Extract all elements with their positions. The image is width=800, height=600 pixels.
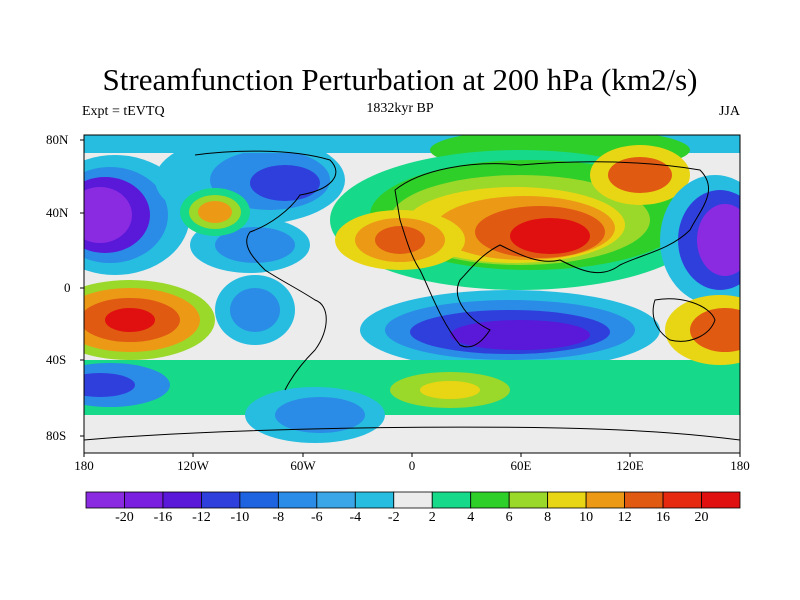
experiment-label: Expt = tEVTQ <box>82 104 165 119</box>
colorbar-label: -2 <box>387 510 400 525</box>
colorbar-swatch <box>354 491 395 509</box>
colorbar-swatch <box>201 491 241 509</box>
lon-tick-label: 120W <box>177 458 209 473</box>
contour-region <box>690 308 740 352</box>
colorbar-label: -6 <box>310 510 323 525</box>
lat-tick-label: 40N <box>46 205 69 220</box>
contour-region <box>198 201 232 223</box>
colorbar-swatch <box>624 491 664 509</box>
colorbar-label: 10 <box>579 510 594 525</box>
colorbar-swatch <box>124 491 164 509</box>
colorbar-label: -8 <box>272 510 285 525</box>
contour-region <box>215 227 295 263</box>
australia-coastline <box>652 298 716 342</box>
lon-tick-label: 120E <box>616 458 644 473</box>
colorbar-label: 12 <box>617 510 632 525</box>
lon-tick-label: 180 <box>730 458 750 473</box>
colorbar-label: -16 <box>153 510 173 525</box>
colorbar-swatch <box>701 491 741 509</box>
colorbar-label: -4 <box>349 510 362 525</box>
lat-tick-label: 80N <box>46 132 69 147</box>
lon-tick-label: 180 <box>74 458 94 473</box>
colorbar-swatch <box>393 491 433 509</box>
lon-tick-label: 0 <box>408 458 416 473</box>
season-label: JJA <box>718 104 740 119</box>
contour-region <box>275 397 365 433</box>
colorbar-label: 6 <box>505 510 513 525</box>
colorbar-label: 8 <box>544 510 552 525</box>
eurasia-africa-coastline <box>394 161 710 348</box>
contour-region <box>105 308 155 332</box>
colorbar-swatch <box>547 491 587 509</box>
colorbar-swatch <box>431 491 472 509</box>
contour-field <box>84 135 740 453</box>
colorbar-swatch <box>585 491 625 509</box>
lat-tick-label: 80S <box>46 428 67 443</box>
colorbar-swatch <box>316 491 356 509</box>
lon-tick-label: 60E <box>510 458 532 473</box>
colorbar-label: 2 <box>428 510 436 525</box>
lat-tick-label: 40S <box>46 352 67 367</box>
contour-region <box>450 320 590 350</box>
plot-subtitle: 1832kyr BP <box>366 101 434 116</box>
colorbar-swatch <box>162 491 202 509</box>
coastlines <box>84 150 740 441</box>
contour-region <box>375 226 425 254</box>
colorbar-label: -12 <box>192 510 211 525</box>
axis-ticks <box>80 139 741 457</box>
colorbar-label: 16 <box>656 510 671 525</box>
colorbar-swatch <box>470 491 510 509</box>
contour-region <box>84 430 740 453</box>
colorbar-swatch <box>85 491 125 509</box>
lat-tick-label: 0 <box>64 280 71 295</box>
colorbar-label: 20 <box>694 510 709 525</box>
plot-title: Streamfunction Perturbation at 200 hPa (… <box>102 62 698 97</box>
contour-region <box>250 165 320 201</box>
antarctica-coastline <box>84 426 740 441</box>
contour-region <box>420 381 480 399</box>
colorbar-label: 4 <box>467 510 475 525</box>
colorbar-swatch <box>239 491 279 509</box>
colorbar-swatch <box>508 491 549 509</box>
contour-region <box>608 157 672 193</box>
colorbar-label: -20 <box>115 510 134 525</box>
lon-tick-label: 60W <box>290 458 316 473</box>
contour-region <box>697 204 740 276</box>
contour-region <box>230 288 280 332</box>
colorbar <box>85 491 741 509</box>
colorbar-label: -10 <box>230 510 250 525</box>
americas-coastline <box>194 150 337 391</box>
contour-region <box>510 218 590 254</box>
contour-region <box>84 187 132 243</box>
colorbar-swatch <box>277 491 318 509</box>
colorbar-swatch <box>662 491 702 509</box>
contour-region <box>84 373 135 397</box>
